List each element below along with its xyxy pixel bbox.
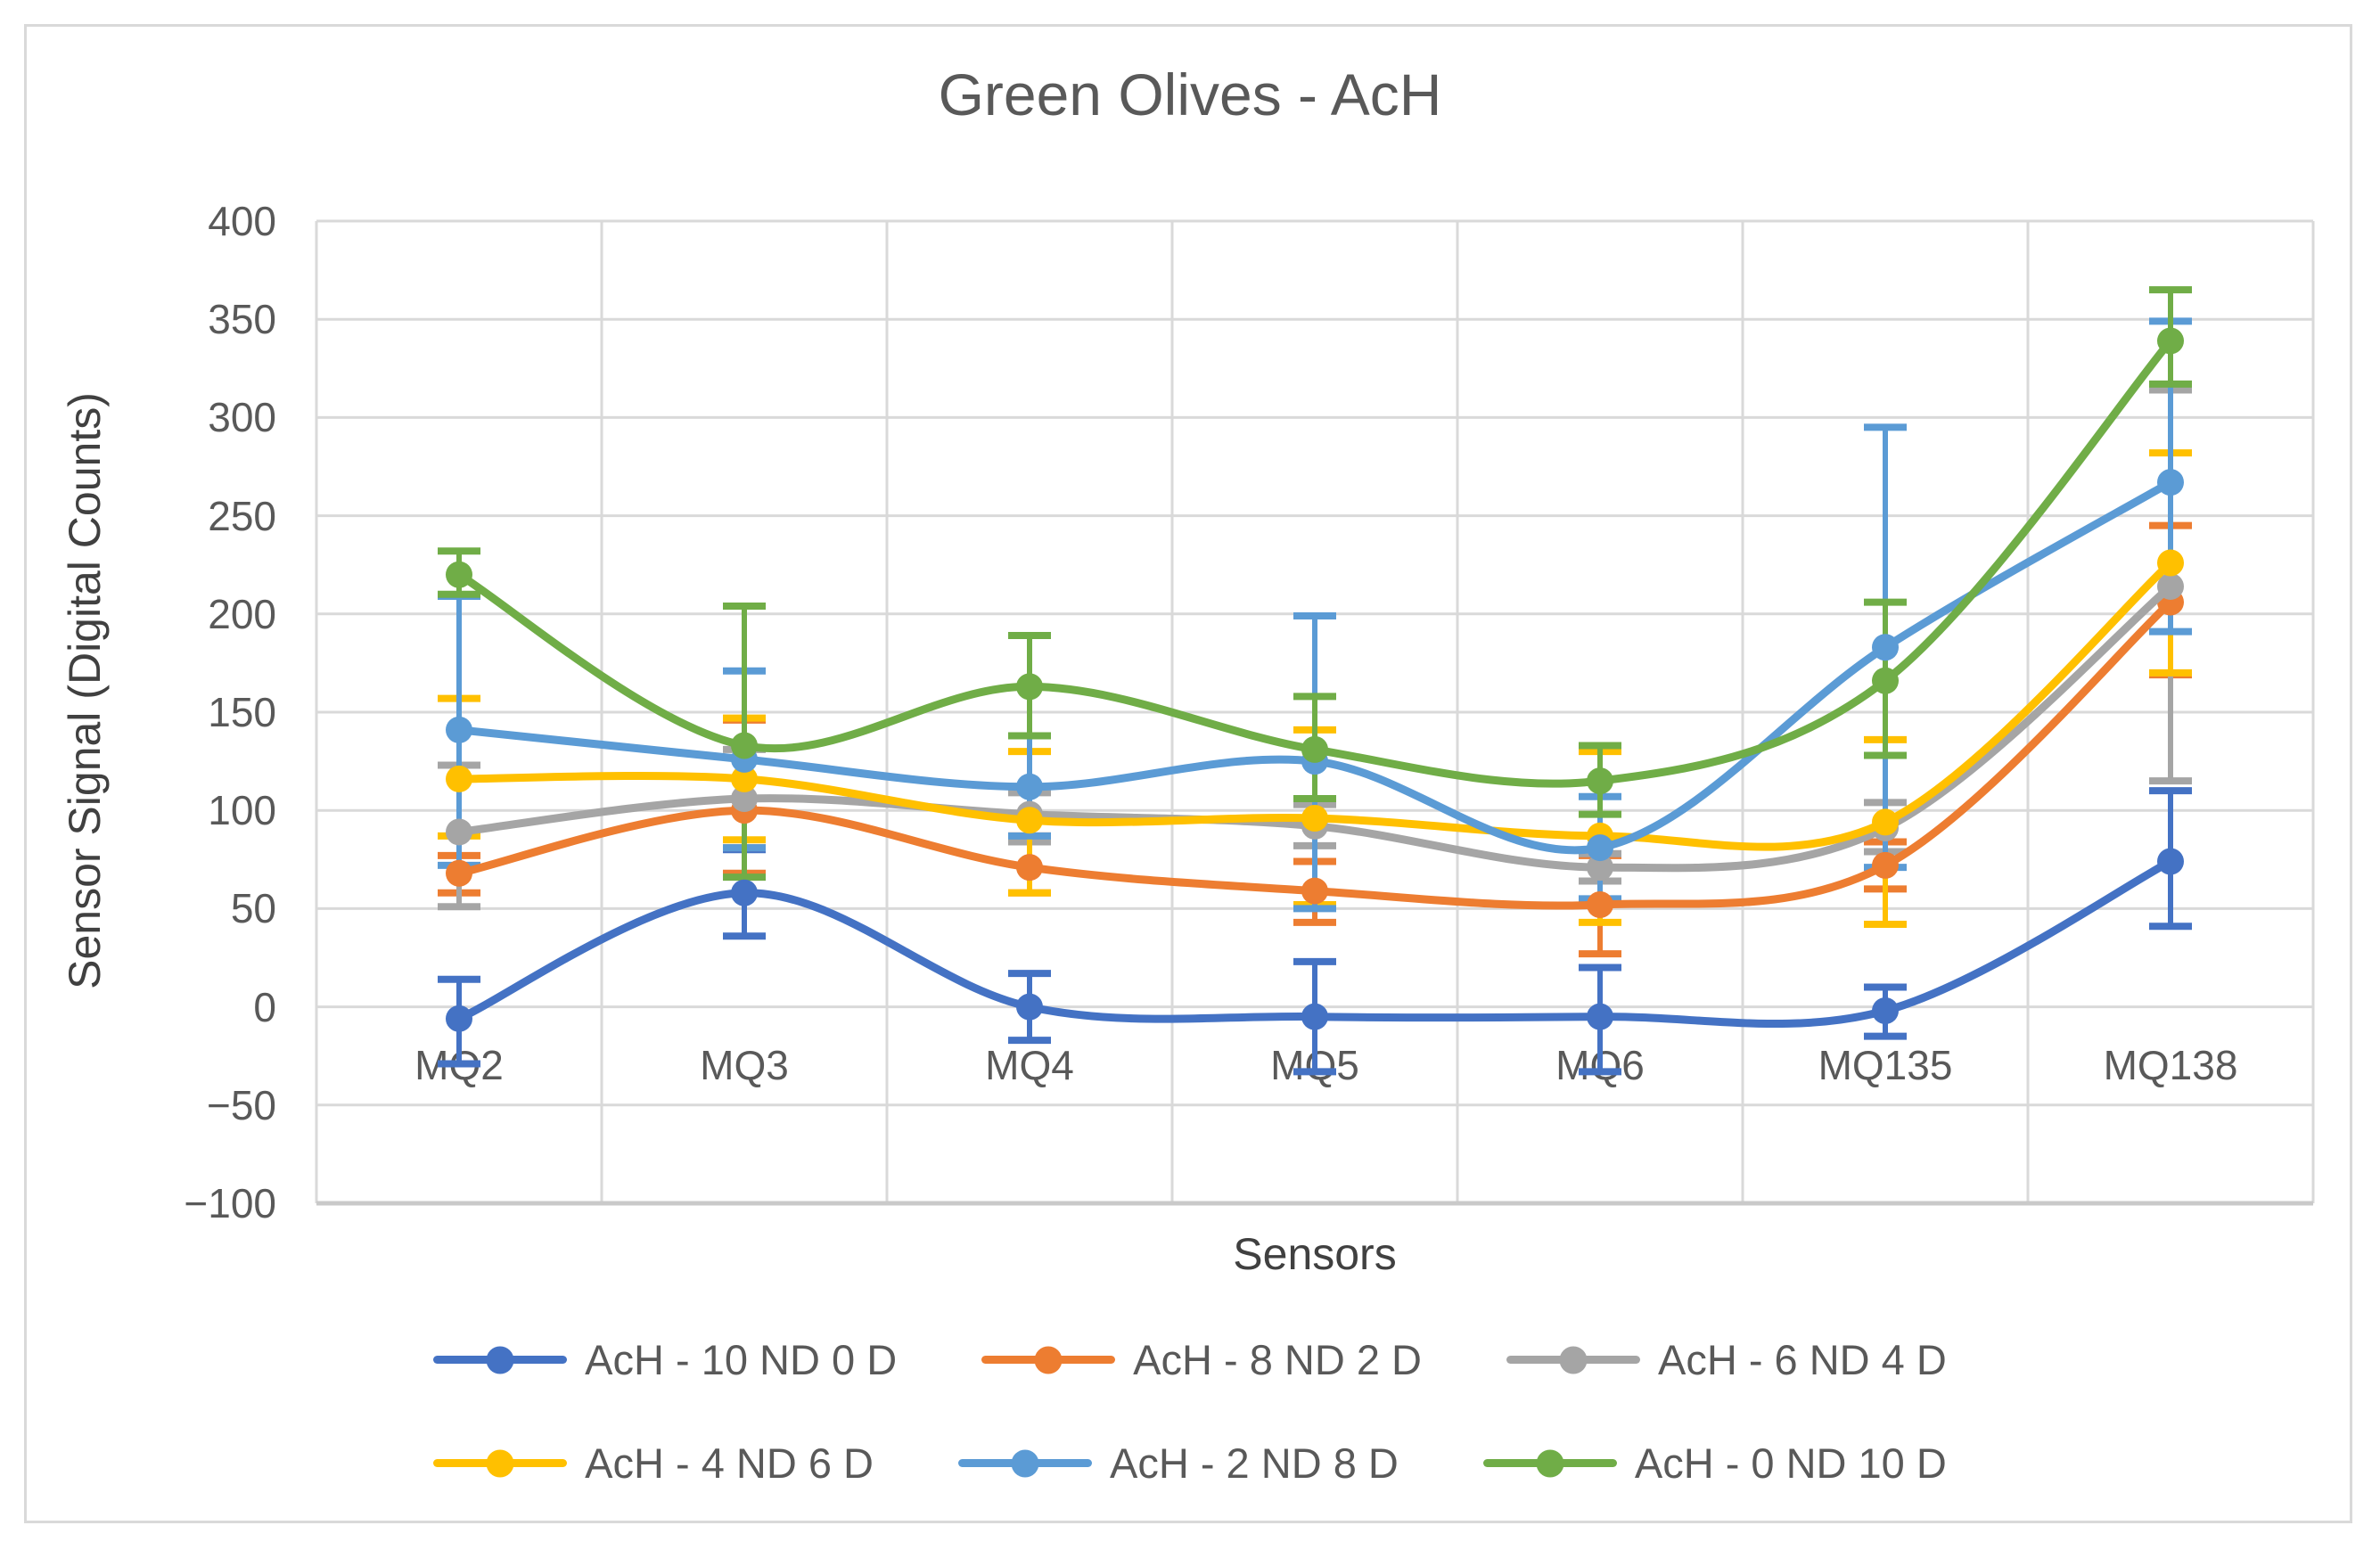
x-category-label: MQ138 <box>2103 1041 2238 1088</box>
data-point-marker <box>1016 807 1043 834</box>
y-tick-label: 300 <box>208 394 276 441</box>
data-point-marker <box>1872 851 1899 879</box>
legend-line-marker-icon <box>1506 1346 1640 1374</box>
y-tick-label: 250 <box>208 492 276 539</box>
legend-line-marker-icon <box>433 1449 568 1477</box>
legend-line-marker-icon <box>981 1346 1116 1374</box>
y-tick-label: 400 <box>208 198 276 244</box>
legend-item-2: AcH - 6 ND 4 D <box>1506 1335 1947 1384</box>
legend-row-1: AcH - 10 ND 0 D AcH - 8 ND 2 D AcH - 6 ND … <box>0 1335 2380 1384</box>
data-point-marker <box>446 859 472 887</box>
y-tick-label: 150 <box>208 689 276 735</box>
y-tick-label: 350 <box>208 296 276 343</box>
data-point-marker <box>1016 673 1043 701</box>
legend-line-marker-icon <box>958 1449 1092 1477</box>
legend-label: AcH - 6 ND 4 D <box>1657 1336 1947 1383</box>
data-point-marker <box>731 879 758 906</box>
error-bars-series-5 <box>438 286 2192 882</box>
y-tick-label: 50 <box>230 885 276 932</box>
data-point-marker <box>2157 327 2184 355</box>
y-tick-label: −50 <box>206 1081 276 1128</box>
data-point-marker <box>1301 805 1328 832</box>
data-point-marker <box>1587 1003 1613 1030</box>
chart-title: Green Olives - AcH <box>938 62 1442 127</box>
data-point-marker <box>1587 834 1613 862</box>
data-point-marker <box>1587 890 1613 918</box>
legend-item-5: AcH - 0 ND 10 D <box>1482 1439 1947 1488</box>
legend-item-4: AcH - 2 ND 8 D <box>958 1439 1399 1488</box>
legend-label: AcH - 8 ND 2 D <box>1133 1336 1422 1383</box>
data-point-marker <box>446 765 472 792</box>
data-point-marker <box>446 716 472 743</box>
y-tick-label: 0 <box>253 983 276 1030</box>
x-category-label: MQ3 <box>700 1041 789 1088</box>
data-point-marker <box>446 818 472 846</box>
data-point-marker <box>1587 767 1613 795</box>
legend-item-0: AcH - 10 ND 0 D <box>433 1335 897 1384</box>
legend-line-marker-icon <box>1482 1449 1617 1477</box>
data-point-marker <box>2157 848 2184 875</box>
legend-label: AcH - 2 ND 8 D <box>1110 1439 1399 1487</box>
legend-label: AcH - 0 ND 10 D <box>1634 1439 1947 1487</box>
data-point-marker <box>1872 667 1899 694</box>
data-point-marker <box>1301 1003 1328 1030</box>
series-line-5 <box>446 327 2184 795</box>
data-point-marker <box>1016 854 1043 882</box>
data-point-marker <box>446 561 472 588</box>
x-category-label: MQ4 <box>985 1041 1074 1088</box>
data-point-marker <box>731 765 758 792</box>
data-point-marker <box>1872 808 1899 836</box>
legend-label: AcH - 4 ND 6 D <box>585 1439 874 1487</box>
x-axis-title: Sensors <box>1233 1229 1397 1279</box>
data-point-marker <box>1872 997 1899 1025</box>
y-tick-label: −100 <box>184 1180 276 1226</box>
data-point-marker <box>1301 877 1328 905</box>
y-tick-label: 100 <box>208 787 276 834</box>
data-point-marker <box>1016 993 1043 1021</box>
data-point-marker <box>2157 469 2184 496</box>
legend-item-1: AcH - 8 ND 2 D <box>981 1335 1422 1384</box>
y-tick-label: 200 <box>208 590 276 637</box>
data-point-marker <box>2157 549 2184 577</box>
legend-item-3: AcH - 4 ND 6 D <box>433 1439 874 1488</box>
series-line-4 <box>446 469 2184 862</box>
data-point-marker <box>1016 773 1043 800</box>
data-point-marker <box>731 784 758 812</box>
legend-line-marker-icon <box>433 1346 568 1374</box>
legend-row-2: AcH - 4 ND 6 D AcH - 2 ND 8 D AcH - 0 ND 1… <box>0 1439 2380 1488</box>
x-category-label: MQ135 <box>1818 1041 1953 1088</box>
series-line-0 <box>446 848 2184 1032</box>
legend-label: AcH - 10 ND 0 D <box>585 1336 898 1383</box>
data-point-marker <box>1301 735 1328 763</box>
data-point-marker <box>1587 854 1613 882</box>
data-point-marker <box>446 1005 472 1032</box>
data-point-marker <box>2157 572 2184 600</box>
data-point-marker <box>1872 634 1899 661</box>
data-point-marker <box>731 732 758 759</box>
